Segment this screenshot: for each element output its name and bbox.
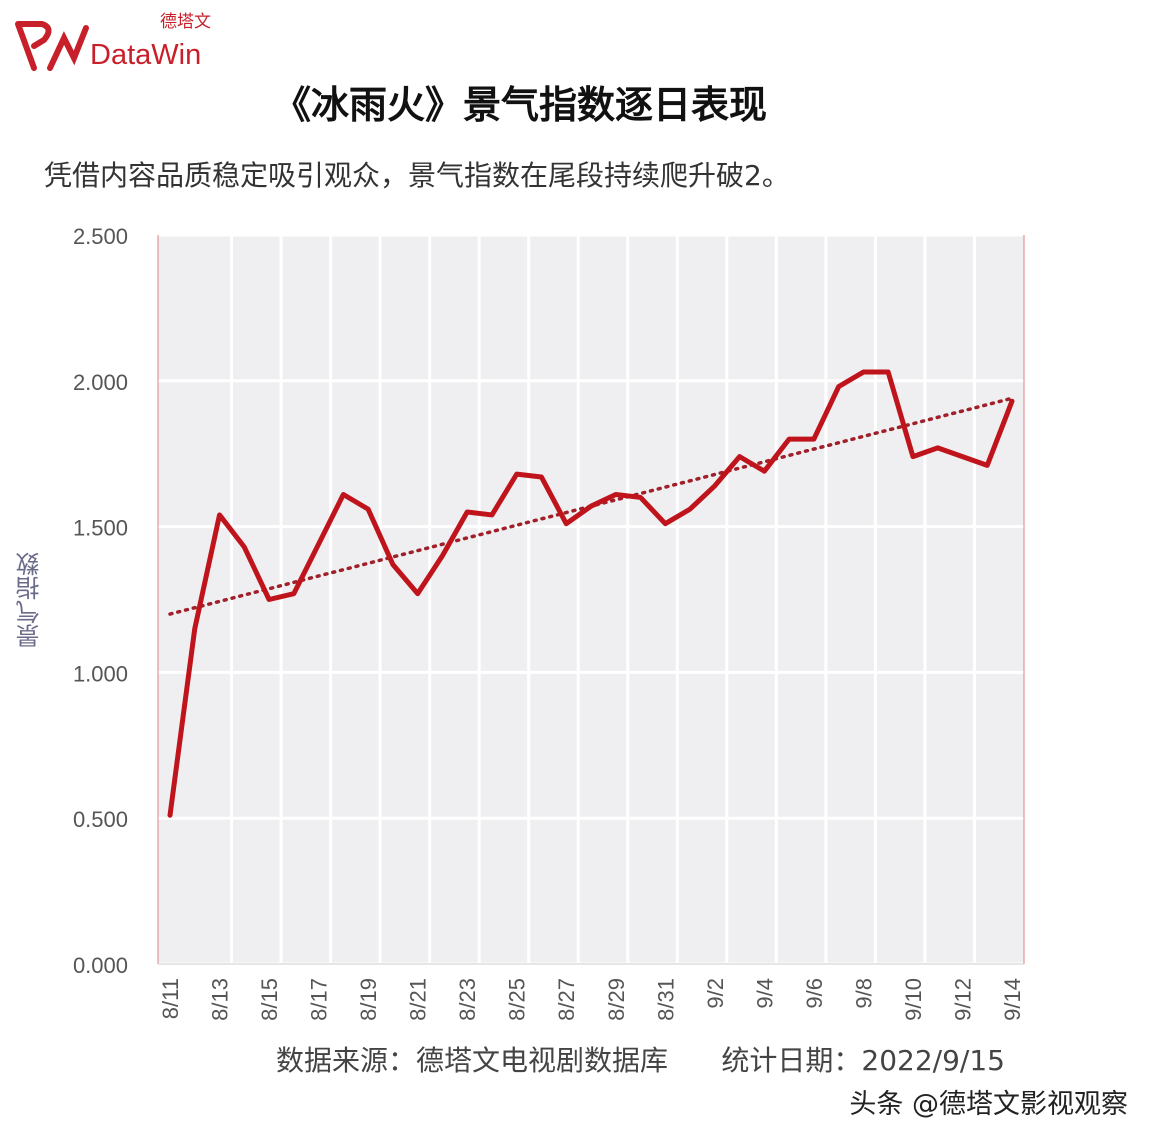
plot-area (158, 235, 1024, 964)
x-tick-label: 9/10 (901, 978, 926, 1021)
datawin-logo (14, 18, 234, 78)
logo-text-en: DataWin (90, 39, 202, 71)
y-tick-label: 0.500 (73, 807, 128, 832)
logo-mark-icon (15, 21, 89, 71)
x-tick-label: 8/15 (257, 978, 282, 1021)
x-tick-label: 8/25 (505, 978, 530, 1021)
x-tick-label: 8/11 (158, 978, 183, 1019)
y-tick-label: 1.500 (73, 516, 128, 541)
y-tick-label: 2.500 (73, 224, 128, 249)
x-tick-label: 8/27 (554, 978, 579, 1021)
x-tick-label: 8/31 (653, 978, 678, 1021)
watermark: 头条 @德塔文影视观察 (849, 1089, 1128, 1120)
data-source: 数据来源：德塔文电视剧数据库 (276, 1044, 669, 1077)
y-tick-label: 2.000 (73, 370, 128, 395)
x-tick-label: 9/8 (851, 978, 876, 1009)
x-tick-label: 8/21 (406, 978, 431, 1021)
x-tick-label: 9/12 (950, 978, 975, 1021)
x-tick-label: 9/2 (703, 978, 728, 1009)
chart-subtitle: 凭借内容品质稳定吸引观众，景气指数在尾段持续爬升破2。 (44, 159, 790, 192)
x-tick-label: 9/6 (802, 978, 827, 1009)
x-tick-label: 8/13 (208, 978, 233, 1021)
x-tick-label: 8/19 (356, 978, 381, 1021)
x-tick-label: 9/4 (752, 978, 777, 1009)
chart-title: 《冰雨火》景气指数逐日表现 (272, 83, 767, 127)
stat-date: 统计日期：2022/9/15 (721, 1044, 1005, 1077)
x-tick-label: 9/14 (1000, 978, 1025, 1021)
y-tick-label: 1.000 (73, 661, 128, 686)
x-tick-label: 8/29 (604, 978, 629, 1021)
x-tick-label: 8/17 (307, 978, 332, 1021)
x-tick-label: 8/23 (455, 978, 480, 1021)
y-tick-label: 0.000 (73, 953, 128, 978)
footer-source: 数据来源：德塔文电视剧数据库 统计日期：2022/9/15 (276, 1044, 1005, 1078)
logo-text-cn: 德塔文 (160, 12, 211, 32)
